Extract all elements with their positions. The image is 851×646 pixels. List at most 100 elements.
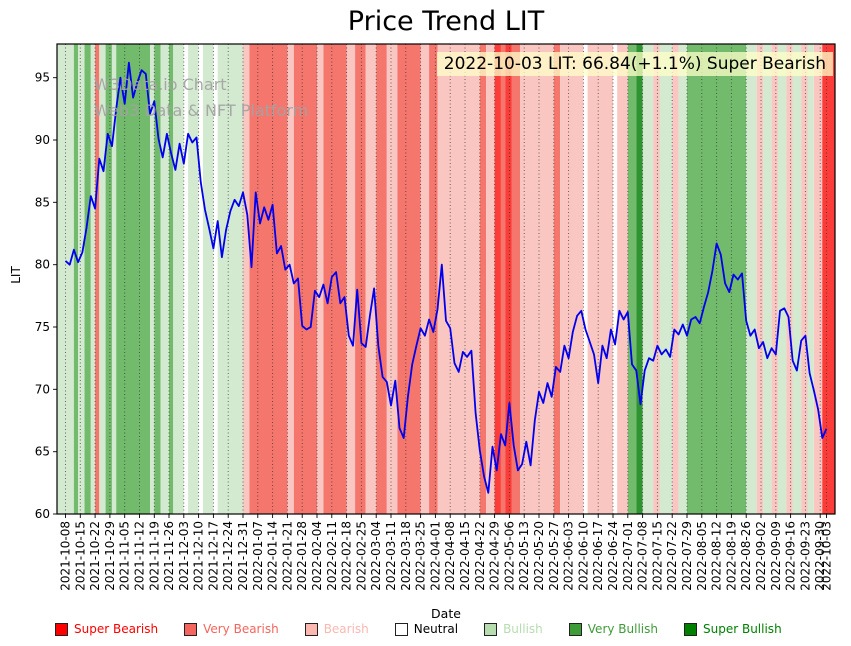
x-tick-label: 2022-07-08 <box>636 521 650 591</box>
sentiment-band-neutral <box>583 44 588 514</box>
legend-label-bearish: Bearish <box>323 622 369 636</box>
x-tick-label: 2021-12-03 <box>177 521 191 591</box>
legend-item-bearish: Bearish <box>304 622 369 636</box>
legend-label-neutral: Neutral <box>413 622 459 636</box>
x-tick-label: 2022-02-04 <box>310 521 324 591</box>
sentiment-band-bearish <box>617 44 628 514</box>
sentiment-band-bearish <box>672 44 679 514</box>
sentiment-band-bearish <box>587 44 613 514</box>
legend-label-very-bearish: Very Bearish <box>203 622 279 636</box>
x-tick-label: 2022-09-23 <box>798 521 812 591</box>
x-tick-label: 2022-08-19 <box>724 521 738 591</box>
x-tick-label: 2022-04-15 <box>458 521 472 591</box>
x-tick-label: 2022-04-01 <box>428 521 442 591</box>
legend-swatch-very-bullish <box>568 622 582 636</box>
sentiment-band-very-bearish <box>501 44 506 514</box>
sentiment-band-bullish <box>217 44 244 514</box>
legend-label-very-bullish: Very Bullish <box>587 622 658 636</box>
sentiment-band-bearish <box>317 44 324 514</box>
x-tick-label: 2022-03-04 <box>369 521 383 591</box>
sentiment-band-bullish <box>746 44 757 514</box>
x-tick-label: 2022-01-21 <box>280 521 294 591</box>
legend-item-bullish: Bullish <box>484 622 543 636</box>
y-tick-label: 80 <box>35 258 50 272</box>
x-tick-label: 2022-03-18 <box>399 521 413 591</box>
x-tick-label: 2022-09-16 <box>784 521 798 591</box>
sentiment-band-bearish <box>346 44 356 514</box>
y-tick-label: 85 <box>35 195 50 209</box>
sentiment-band-bullish <box>763 44 772 514</box>
x-tick-label: 2021-10-29 <box>103 521 117 591</box>
legend-swatch-neutral <box>394 622 408 636</box>
sentiment-band-bearish <box>365 44 377 514</box>
sentiment-legend: Super Bearish Very Bearish Bearish Neutral B… <box>55 622 782 636</box>
x-axis-label: Date <box>431 606 461 621</box>
sentiment-band-bearish <box>801 44 808 514</box>
sentiment-band-very-bearish <box>429 44 438 514</box>
y-axis-label: LIT <box>9 266 23 284</box>
plot-border <box>56 43 836 515</box>
legend-swatch-bullish <box>484 622 498 636</box>
sentiment-band-bullish <box>78 44 85 514</box>
sentiment-band-neutral <box>183 44 188 514</box>
x-tick-label: 2022-08-05 <box>695 521 709 591</box>
x-tick-label: 2022-02-18 <box>340 521 354 591</box>
y-tick-label: 75 <box>35 320 50 334</box>
sentiment-band-super-bearish <box>822 44 835 514</box>
page-title: Price Trend LIT <box>347 6 545 37</box>
x-tick-label: 2022-08-26 <box>739 521 753 591</box>
x-tick-label: 2021-11-05 <box>118 521 132 591</box>
sentiment-band-bearish <box>653 44 660 514</box>
sentiment-band-bullish <box>188 44 199 514</box>
x-tick-label: 2022-02-11 <box>325 521 339 591</box>
x-tick-label: 2022-05-13 <box>517 521 531 591</box>
sentiment-band-very-bearish <box>479 44 487 514</box>
sentiment-band-very-bearish <box>376 44 387 514</box>
sentiment-band-bearish <box>771 44 778 514</box>
x-tick-label: 2021-11-26 <box>162 521 176 591</box>
legend-item-neutral: Neutral <box>394 622 459 636</box>
x-tick-label: 2022-07-22 <box>665 521 679 591</box>
sentiment-band-very-bullish <box>105 44 112 514</box>
sentiment-band-bearish <box>756 44 764 514</box>
y-tick-label: 60 <box>35 507 50 521</box>
legend-swatch-super-bullish <box>684 622 697 636</box>
sentiment-band-bullish <box>160 44 170 514</box>
x-tick-label: 2022-07-15 <box>650 521 664 591</box>
x-tick-label: 2022-02-25 <box>354 521 368 591</box>
sentiment-band-neutral <box>213 44 218 514</box>
sentiment-band-very-bearish <box>397 44 421 514</box>
x-tick-label: 2021-12-24 <box>221 521 235 591</box>
x-tick-label: 2022-09-30 <box>813 521 827 591</box>
x-tick-label: 2022-10-03 <box>820 521 834 591</box>
x-tick-label: 2022-09-02 <box>754 521 768 591</box>
sentiment-band-very-bullish <box>116 44 150 514</box>
sentiment-band-bearish <box>486 44 495 514</box>
x-tick-label: 2021-12-10 <box>192 521 206 591</box>
sentiment-band-bullish <box>659 44 673 514</box>
x-tick-label: 2021-12-17 <box>206 521 220 591</box>
sentiment-band-very-bearish <box>355 44 366 514</box>
x-tick-label: 2022-01-07 <box>251 521 265 591</box>
sentiment-band-very-bullish <box>84 44 91 514</box>
sentiment-band-very-bearish <box>323 44 347 514</box>
sentiment-band-bearish <box>287 44 294 514</box>
legend-item-very-bullish: Very Bullish <box>568 622 658 636</box>
legend-label-super-bearish: Super Bearish <box>74 622 159 636</box>
x-tick-label: 2021-10-08 <box>59 521 73 591</box>
legend-swatch-bearish <box>304 622 318 636</box>
sentiment-band-bullish <box>112 44 117 514</box>
sentiment-band-bullish <box>642 44 654 514</box>
legend-swatch-super-bearish <box>55 622 68 636</box>
x-tick-label: 2022-07-01 <box>621 521 635 591</box>
sentiment-band-bearish <box>560 44 584 514</box>
sentiment-band-bullish <box>99 44 106 514</box>
x-tick-label: 2022-04-08 <box>443 521 457 591</box>
y-tick-label: 95 <box>35 71 50 85</box>
sentiment-band-bearish <box>243 44 250 514</box>
x-tick-label: 2022-09-09 <box>769 521 783 591</box>
x-tick-label: 2022-03-25 <box>414 521 428 591</box>
x-tick-label: 2022-03-11 <box>384 521 398 591</box>
